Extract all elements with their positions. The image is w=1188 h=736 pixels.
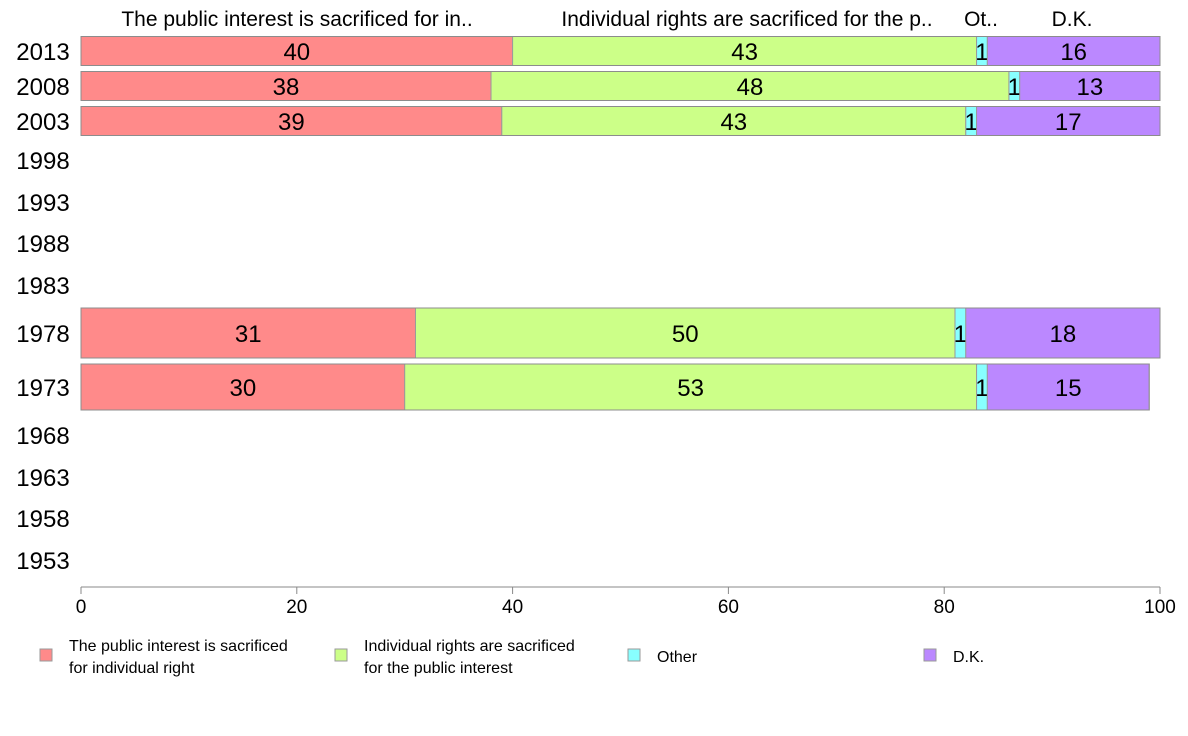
x-tick-label: 0 <box>76 597 87 618</box>
x-tick-label: 60 <box>718 597 739 618</box>
bar-segment <box>80 106 503 136</box>
bar-outline <box>80 106 1161 136</box>
data-label: 38 <box>273 74 300 101</box>
data-label: 53 <box>677 375 704 402</box>
series-headers: The public interest is sacrificed for in… <box>121 8 1092 31</box>
data-label: 39 <box>278 109 305 136</box>
data-label: 15 <box>1055 375 1082 402</box>
bar-segment <box>501 106 967 136</box>
year-label: 2013 <box>16 39 69 66</box>
data-label: 16 <box>1060 39 1087 66</box>
year-label: 1968 <box>16 423 69 450</box>
data-label: 40 <box>283 39 310 66</box>
year-label: 2003 <box>16 109 69 136</box>
x-tick-label: 100 <box>1144 597 1176 618</box>
legend: The public interest is sacrificed for ind… <box>39 638 984 677</box>
x-axis: 0 20 40 60 80 100 <box>76 586 1176 618</box>
data-label: 17 <box>1055 109 1082 136</box>
data-label: 1 <box>954 321 967 348</box>
data-label: 18 <box>1050 321 1077 348</box>
bars: 40 43 1 16 38 48 1 13 39 43 1 17 31 50 1 18 30 53 1 15 <box>80 36 1161 411</box>
year-label: 1973 <box>16 375 69 402</box>
data-label: 1 <box>964 109 977 136</box>
bar-segment <box>404 363 978 411</box>
legend-label: The public interest is sacrificed <box>69 638 288 655</box>
x-tick-label: 20 <box>286 597 307 618</box>
bar-outline <box>80 363 1150 411</box>
legend-swatch <box>334 648 348 662</box>
x-tick-label: 80 <box>934 597 955 618</box>
series-header: Individual rights are sacrificed for the… <box>561 8 932 31</box>
legend-label: for the public interest <box>364 660 513 677</box>
bar-segment <box>965 307 1161 359</box>
x-tick-label: 40 <box>502 597 523 618</box>
year-label: 1958 <box>16 506 69 533</box>
legend-label: Individual rights are sacrificed <box>364 638 575 655</box>
data-label: 1 <box>975 39 988 66</box>
bar-outline <box>80 36 1161 66</box>
year-label: 1988 <box>16 231 69 258</box>
bar-segment <box>986 363 1150 411</box>
year-label: 1963 <box>16 465 69 492</box>
year-label: 1978 <box>16 321 69 348</box>
legend-label: for individual right <box>69 660 195 677</box>
bar-outline <box>80 307 1161 359</box>
year-label: 2008 <box>16 74 69 101</box>
year-label: 1983 <box>16 273 69 300</box>
data-label: 31 <box>235 321 262 348</box>
year-label: 1998 <box>16 148 69 175</box>
data-label: 13 <box>1077 74 1104 101</box>
year-label: 1993 <box>16 190 69 217</box>
year-label: 1953 <box>16 548 69 575</box>
bar-outline <box>80 71 1161 101</box>
bar-segment <box>512 36 978 66</box>
data-label: 50 <box>672 321 699 348</box>
data-label: 43 <box>731 39 758 66</box>
series-header: D.K. <box>1052 8 1093 31</box>
data-label: 30 <box>229 375 256 402</box>
bar-segment <box>80 307 416 359</box>
legend-label: Other <box>657 649 698 666</box>
legend-swatch <box>627 648 641 662</box>
data-label: 43 <box>720 109 747 136</box>
data-label: 1 <box>1008 74 1021 101</box>
series-header: Ot.. <box>964 8 998 31</box>
legend-swatch <box>39 648 53 662</box>
legend-label: D.K. <box>953 649 984 666</box>
series-header: The public interest is sacrificed for in… <box>121 8 472 31</box>
data-label: 48 <box>737 74 764 101</box>
year-labels: 2013 2008 2003 1998 1993 1988 1983 1978 1973 1968… <box>16 39 69 575</box>
legend-swatch <box>923 648 937 662</box>
bar-segment <box>80 36 514 66</box>
data-label: 1 <box>975 375 988 402</box>
